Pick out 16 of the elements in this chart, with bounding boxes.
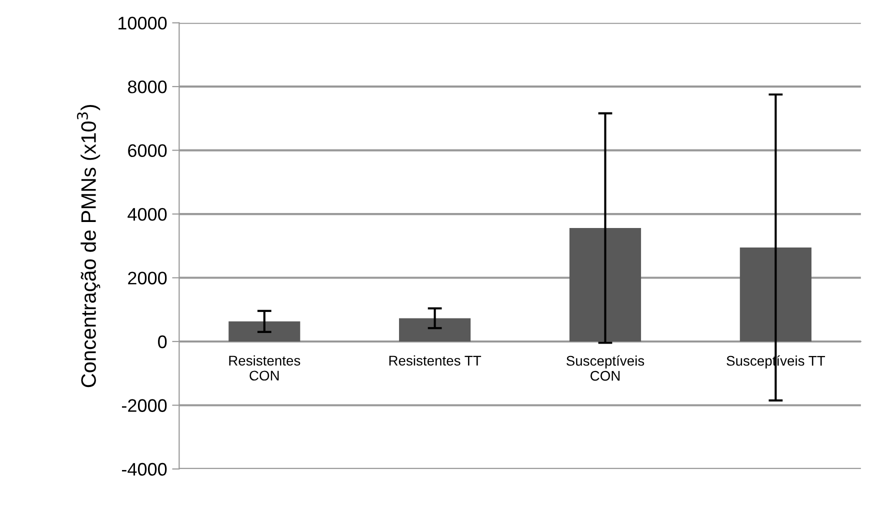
x-tick-label: Resistentes TT (389, 355, 482, 366)
y-tick-label: -2000 (122, 399, 167, 412)
bar (228, 321, 300, 342)
y-tick-label: 0 (158, 335, 167, 348)
y-axis-title: Concentração de PMNs (x10$^{3}$) (76, 105, 100, 388)
bar (569, 228, 642, 342)
y-tick-label: 6000 (128, 144, 167, 158)
x-tick-label: Susceptíveis CON (566, 355, 644, 381)
bar (399, 318, 471, 342)
x-tick-label: Resistentes CON (229, 355, 300, 381)
y-tick-label: -4000 (122, 462, 167, 476)
bar (740, 247, 812, 342)
y-tick-label: 10000 (118, 16, 167, 30)
y-tick-label: 8000 (128, 80, 167, 94)
y-tick-label: 2000 (128, 272, 167, 284)
y-tick-label: 4000 (128, 208, 167, 221)
